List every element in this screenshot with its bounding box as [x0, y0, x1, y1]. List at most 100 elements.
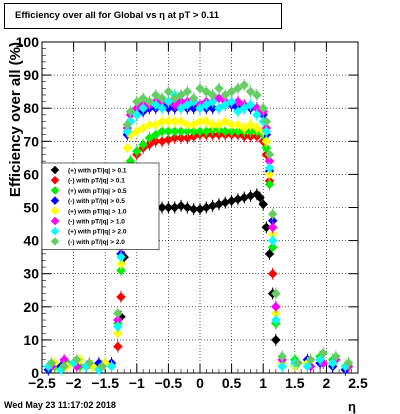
- data-point: [233, 119, 243, 130]
- data-point: [207, 90, 218, 100]
- data-point: [182, 86, 193, 97]
- data-point: [59, 361, 69, 372]
- tick-labels: −2.5 −2 −1.5 −1 −0.5 0 0.5 1 1.5 2 2.5 0 10 20 30 40 50 6…: [16, 34, 368, 391]
- data-point: [131, 109, 142, 120]
- data-point: [252, 90, 262, 100]
- x-tick-label: 1.5: [285, 375, 305, 391]
- chart-title: Efficiency over all for Global vs η at p…: [4, 3, 282, 29]
- y-tick-label: 10: [23, 332, 39, 348]
- x-tick-label: −1: [129, 375, 145, 391]
- data-point: [220, 100, 231, 110]
- x-tick-label: 2.5: [348, 375, 368, 391]
- data-point: [112, 308, 123, 319]
- y-tick-label: 20: [23, 299, 39, 315]
- data-point: [188, 119, 199, 130]
- data-point: [267, 222, 278, 233]
- data-point: [122, 119, 133, 130]
- data-point: [122, 126, 133, 137]
- data-point: [220, 116, 231, 127]
- y-tick-label: 100: [16, 34, 40, 50]
- y-tick-label: 0: [31, 365, 39, 381]
- y-tick-label: 60: [23, 166, 39, 182]
- data-point: [214, 103, 224, 114]
- data-point: [201, 86, 212, 97]
- legend-label: (-) with pT/|q| > 2.0: [68, 239, 125, 246]
- data-point: [97, 361, 107, 372]
- data-point: [270, 288, 281, 299]
- legend-label: (+) with pT/|q| > 0.1: [68, 168, 127, 175]
- data-point: [258, 199, 269, 210]
- data-point: [46, 358, 57, 368]
- y-tick-label: 70: [23, 133, 39, 149]
- data-point: [277, 361, 288, 372]
- data-point: [131, 96, 142, 107]
- data-point: [150, 119, 161, 130]
- data-point: [112, 341, 123, 352]
- legend-box: [41, 162, 160, 250]
- data-point: [270, 335, 281, 345]
- data-point: [252, 123, 262, 133]
- data-point: [71, 354, 82, 365]
- data-point: [252, 109, 262, 120]
- data-point: [270, 315, 281, 325]
- data-point: [261, 143, 272, 153]
- data-point: [112, 321, 123, 332]
- data-point: [233, 83, 243, 94]
- data-point: [267, 235, 278, 246]
- data-point: [343, 358, 354, 368]
- data-point: [270, 301, 281, 312]
- data-point: [112, 328, 123, 339]
- data-point: [305, 354, 316, 365]
- data-point: [201, 116, 212, 127]
- data-point: [214, 83, 224, 94]
- data-point: [106, 361, 117, 372]
- data-point: [116, 265, 126, 276]
- data-point: [125, 106, 136, 117]
- data-point: [239, 103, 250, 114]
- data-point: [261, 126, 272, 137]
- data-point: [122, 143, 133, 153]
- data-point: [264, 149, 275, 160]
- data-point: [138, 123, 148, 133]
- data-point: [131, 146, 142, 157]
- y-axis-title: Efficiency over all (%): [7, 42, 24, 197]
- legend-marker: [50, 216, 60, 226]
- data-point: [144, 96, 155, 107]
- x-axis-title: η: [348, 399, 356, 414]
- legend-marker: [50, 237, 60, 246]
- data-point: [138, 93, 148, 104]
- data-point: [176, 116, 186, 127]
- series-markers: [46, 79, 354, 373]
- data-point: [245, 100, 256, 110]
- data-point: [169, 100, 180, 110]
- data-point: [116, 258, 126, 269]
- data-point: [207, 96, 218, 107]
- data-point: [163, 86, 174, 97]
- data-point: [157, 93, 167, 104]
- data-point: [261, 136, 272, 147]
- data-point: [255, 192, 265, 203]
- data-point: [201, 100, 212, 110]
- x-tick-label: 0: [196, 375, 204, 391]
- data-point: [144, 133, 155, 143]
- data-point: [131, 126, 142, 137]
- legend-marker: [50, 186, 60, 195]
- y-tick-label: 50: [23, 200, 39, 216]
- data-point: [195, 103, 205, 114]
- data-point: [226, 86, 237, 97]
- data-point: [84, 358, 95, 368]
- data-point: [163, 96, 174, 107]
- y-tick-label: 80: [23, 100, 39, 116]
- data-point: [239, 123, 250, 133]
- legend-label: (+) with pT/|q| > 2.0: [68, 229, 127, 236]
- data-point: [239, 80, 250, 90]
- data-point: [277, 351, 288, 362]
- data-point: [169, 93, 180, 104]
- data-point: [176, 103, 186, 114]
- data-point: [182, 100, 193, 110]
- x-tick-label: −2.5: [28, 375, 56, 391]
- legend-label: (+) with pT/|q| > 0.5: [68, 188, 127, 195]
- data-point: [176, 90, 186, 100]
- data-point: [261, 116, 272, 127]
